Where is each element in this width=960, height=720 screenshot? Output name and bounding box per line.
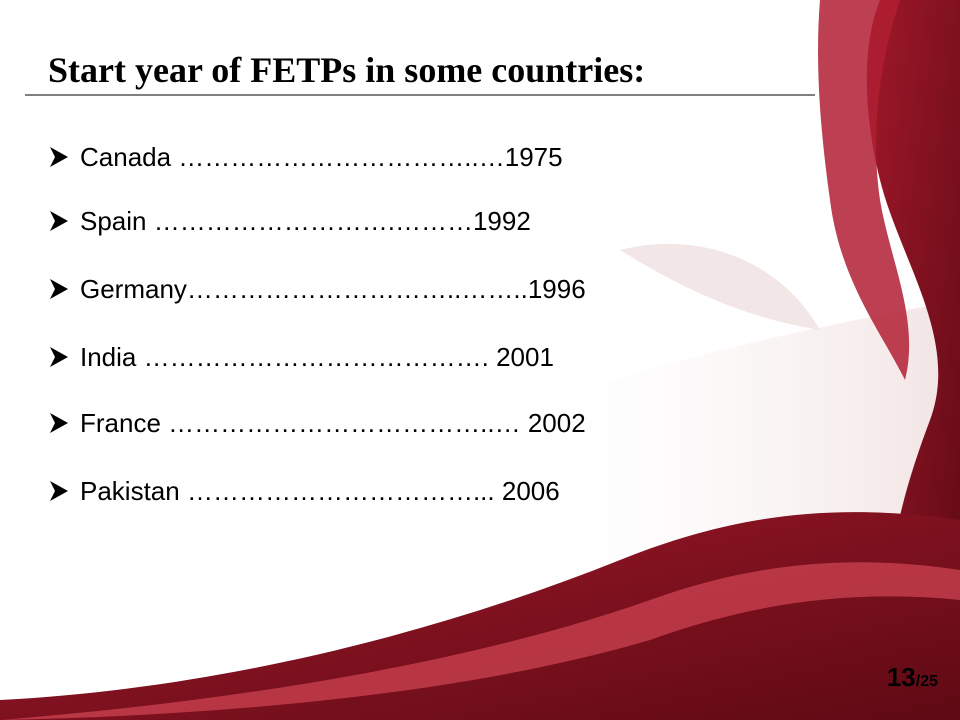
leader: ……………………….……… [147, 206, 473, 236]
list: Canada ……………………………..…1975 Spain ………………………… [50, 142, 586, 506]
list-item: Canada ……………………………..…1975 [80, 142, 563, 172]
page-total: /25 [916, 673, 938, 690]
list-item: Germany…………………………..……..1996 [80, 274, 586, 304]
bullet [50, 481, 68, 501]
leader: …………………………………. [136, 342, 496, 372]
year: 1996 [528, 274, 586, 304]
year: 2006 [502, 476, 560, 506]
list-item: Spain ……………………….………1992 [80, 206, 531, 236]
leader: ………………………………..… [161, 408, 528, 438]
bullet [50, 147, 68, 167]
list-item: Pakistan ……………………………... 2006 [80, 476, 560, 506]
list-item: India …………………………………. 2001 [80, 342, 554, 372]
page-number: 13/25 [887, 662, 938, 692]
leader: ……………………………... [180, 476, 502, 506]
year: 1992 [473, 206, 531, 236]
bullet [50, 279, 68, 299]
year: 2002 [528, 408, 586, 438]
country: France [80, 408, 161, 438]
year: 2001 [496, 342, 554, 372]
leader: ……………………………..… [171, 142, 505, 172]
country: Spain [80, 206, 147, 236]
bullet [50, 347, 68, 367]
bullet [50, 211, 68, 231]
title: Start year of FETPs in some countries: [48, 50, 645, 90]
list-item: France ………………………………..… 2002 [80, 408, 586, 438]
country: Canada [80, 142, 172, 172]
bullet [50, 413, 68, 433]
leader: …………………………..…….. [187, 274, 528, 304]
page-current: 13 [887, 662, 916, 692]
country: Pakistan [80, 476, 180, 506]
year: 1975 [505, 142, 563, 172]
country: Germany [80, 274, 187, 304]
country: India [80, 342, 137, 372]
